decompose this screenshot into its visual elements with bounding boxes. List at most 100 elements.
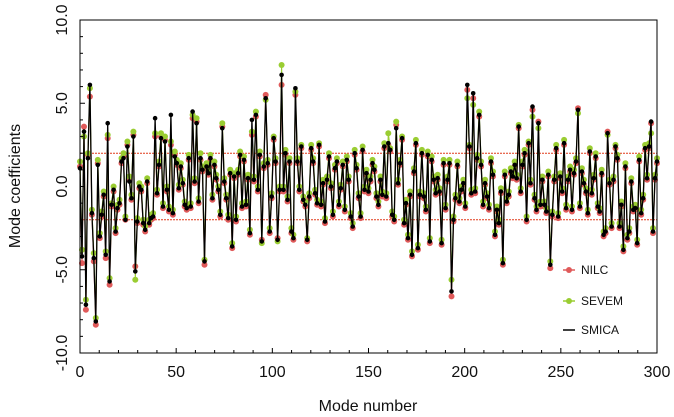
data-point-smica xyxy=(629,179,634,184)
y-tick-label: 0.0 xyxy=(54,175,71,197)
data-point-smica xyxy=(625,235,630,241)
data-point-smica xyxy=(113,229,118,234)
legend-marker-nilc xyxy=(566,267,572,273)
data-point-smica xyxy=(512,162,517,168)
data-point-smica xyxy=(253,112,259,118)
data-point-smica xyxy=(259,239,265,244)
data-point-sevem xyxy=(511,158,518,165)
data-point-smica xyxy=(557,174,563,179)
data-point-smica xyxy=(498,189,504,194)
data-point-smica xyxy=(589,190,595,196)
data-point-smica xyxy=(605,130,610,136)
data-point-smica xyxy=(123,217,128,223)
data-point-smica xyxy=(87,82,93,88)
data-point-smica xyxy=(150,214,156,219)
data-point-smica xyxy=(401,220,407,226)
data-point-sevem xyxy=(177,160,184,167)
data-point-smica xyxy=(235,170,241,176)
data-point-smica xyxy=(99,212,104,218)
data-point-smica xyxy=(559,189,565,194)
data-point-sevem xyxy=(359,143,366,150)
data-point-sevem xyxy=(622,160,629,167)
data-point-smica xyxy=(342,207,348,213)
data-point-smica xyxy=(437,189,442,194)
data-point-nilc xyxy=(102,255,109,262)
data-point-sevem xyxy=(377,173,384,180)
data-point-smica xyxy=(222,179,227,184)
data-point-smica xyxy=(370,160,375,166)
data-point-smica xyxy=(139,187,144,193)
data-point-smica xyxy=(83,302,89,308)
data-point-smica xyxy=(417,192,423,198)
data-point-smica xyxy=(324,177,330,183)
data-point-smica xyxy=(111,187,116,193)
data-point-smica xyxy=(451,217,456,223)
data-point-smica xyxy=(121,155,126,161)
data-point-smica xyxy=(326,154,332,159)
data-point-sevem xyxy=(539,173,546,180)
data-point-sevem xyxy=(446,156,453,163)
data-point-sevem xyxy=(636,153,643,160)
data-point-smica xyxy=(162,139,168,144)
data-point-smica xyxy=(407,192,413,198)
data-point-smica xyxy=(164,187,170,193)
data-point-smica xyxy=(275,237,280,243)
data-point-smica xyxy=(494,207,500,213)
data-point-smica xyxy=(81,129,87,134)
data-point-smica xyxy=(362,187,367,193)
data-point-smica xyxy=(453,195,458,201)
data-point-smica xyxy=(399,135,405,141)
data-point-smica xyxy=(314,200,320,206)
data-point-smica xyxy=(178,164,184,169)
data-point-smica xyxy=(652,175,658,181)
data-point-smica xyxy=(156,162,162,168)
data-point-smica xyxy=(328,184,334,189)
data-point-smica xyxy=(146,220,152,226)
data-point-smica xyxy=(249,117,255,123)
data-point-smica xyxy=(506,192,512,198)
data-point-smica xyxy=(502,172,508,178)
data-point-smica xyxy=(182,202,187,208)
data-point-smica xyxy=(190,109,195,114)
data-point-smica xyxy=(431,177,437,183)
data-point-smica xyxy=(565,177,571,183)
data-point-sevem xyxy=(241,153,247,160)
data-point-smica xyxy=(308,145,314,151)
data-point-smica xyxy=(301,197,306,203)
data-point-smica xyxy=(633,205,638,211)
data-point-smica xyxy=(334,159,340,164)
data-point-smica xyxy=(504,199,510,204)
data-point-smica xyxy=(129,195,134,201)
data-point-smica xyxy=(346,177,352,183)
data-point-smica xyxy=(548,262,553,268)
data-point-smica xyxy=(482,180,488,186)
data-point-smica xyxy=(532,195,537,201)
data-point-smica xyxy=(243,202,249,208)
data-point-smica xyxy=(354,165,359,171)
data-point-sevem xyxy=(256,148,263,155)
data-point-smica xyxy=(350,224,356,229)
data-point-smica xyxy=(212,162,217,168)
data-point-smica xyxy=(170,210,176,216)
data-point-smica xyxy=(133,269,138,274)
data-point-sevem xyxy=(553,141,560,148)
data-point-smica xyxy=(439,240,444,246)
data-point-smica xyxy=(551,177,557,183)
data-point-smica xyxy=(526,140,531,146)
data-point-sevem xyxy=(493,203,500,210)
data-point-smica xyxy=(583,189,589,194)
data-point-smica xyxy=(273,159,278,164)
legend-label-smica: SMICA xyxy=(581,323,619,337)
data-point-smica xyxy=(619,202,624,208)
data-point-smica xyxy=(137,184,142,189)
data-point-smica xyxy=(490,172,496,178)
data-point-smica xyxy=(93,319,99,324)
data-point-smica xyxy=(105,120,110,126)
data-point-smica xyxy=(546,172,551,178)
data-point-smica xyxy=(480,202,486,208)
data-point-sevem xyxy=(363,166,370,173)
data-point-smica xyxy=(447,160,452,166)
data-point-sevem xyxy=(237,148,244,155)
data-point-smica xyxy=(261,164,267,169)
